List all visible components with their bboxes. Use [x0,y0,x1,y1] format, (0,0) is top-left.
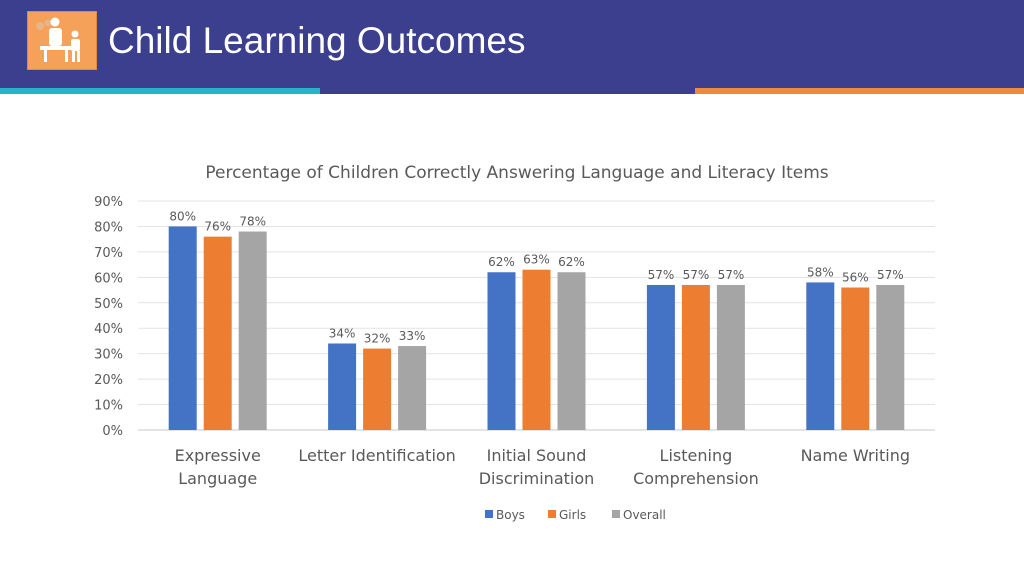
legend-label: Overall [623,508,666,522]
teacher-and-child-icon [36,17,80,62]
x-tick-label: Language [178,469,257,488]
accent-strip-teal [0,88,320,94]
data-label: 58% [807,265,834,279]
x-tick-label: Listening [660,446,733,465]
data-label: 56% [842,271,869,285]
data-label: 57% [683,268,710,282]
data-label: 57% [648,268,675,282]
data-label: 34% [329,326,356,340]
data-label: 57% [877,268,904,282]
y-tick-label: 20% [94,373,123,388]
legend-label: Boys [496,508,525,522]
bar-girls [522,269,551,430]
y-tick-label: 80% [94,220,123,235]
bar-boys [328,343,357,430]
x-tick-label: Comprehension [633,469,759,488]
y-tick-label: 10% [94,399,123,414]
bar-boys [168,226,197,430]
data-label: 57% [718,268,745,282]
data-label: 33% [399,329,426,343]
bar-overall [238,231,267,430]
bar-boys [646,284,675,430]
data-label: 78% [239,215,266,229]
bar-girls [203,236,232,430]
legend-swatch-girls [548,510,556,518]
x-tick-label: Discrimination [479,469,595,488]
chart-title: Percentage of Children Correctly Answeri… [205,163,828,183]
data-label: 80% [169,209,196,223]
x-tick-label: Letter Identification [298,446,455,465]
y-tick-label: 0% [102,424,123,439]
legend-swatch-boys [485,510,493,518]
y-tick-label: 30% [94,348,123,363]
y-tick-label: 70% [94,246,123,261]
data-label: 76% [204,220,231,234]
y-tick-label: 40% [94,322,123,337]
legend-swatch-overall [612,510,620,518]
bar-boys [487,272,516,430]
bar-overall [557,272,586,430]
y-tick-label: 50% [94,297,123,312]
bar-overall [716,284,745,430]
page-title: Child Learning Outcomes [108,20,526,61]
bar-girls [363,348,392,430]
header-banner [0,0,1024,88]
legend-label: Girls [559,508,586,522]
bar-girls [841,287,870,430]
y-tick-label: 60% [94,271,123,286]
data-label: 62% [488,255,515,269]
data-label: 62% [558,255,585,269]
x-tick-label: Expressive [175,446,261,465]
bar-overall [398,346,427,430]
bar-boys [806,282,835,430]
x-tick-label: Initial Sound [487,446,587,465]
logo [27,11,97,70]
x-tick-label: Name Writing [801,446,910,465]
accent-strip-orange [695,88,1024,94]
y-tick-label: 90% [94,195,123,210]
bar-girls [681,284,710,430]
accent-strip-navy [320,88,695,94]
data-label: 32% [364,332,391,346]
bar-overall [876,284,905,430]
data-label: 63% [523,253,550,267]
